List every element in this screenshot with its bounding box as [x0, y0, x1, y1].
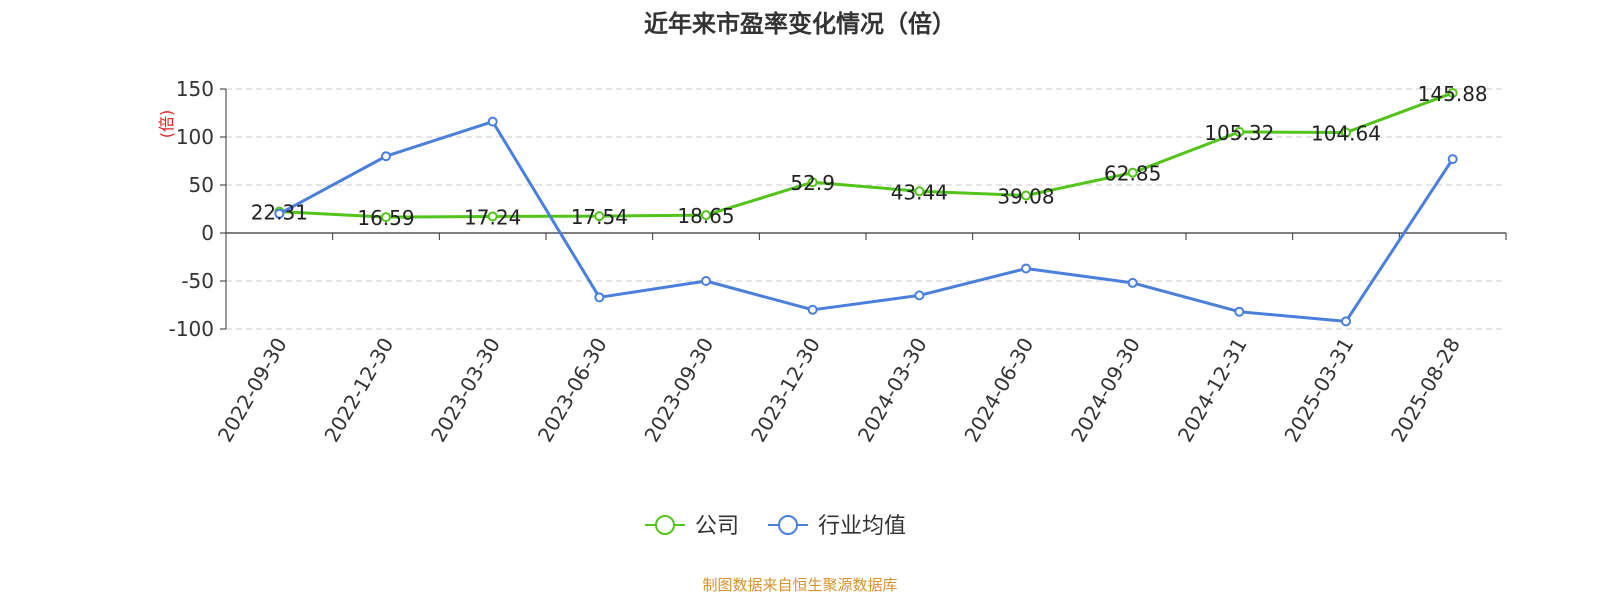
- x-tick-label: 2025-03-31: [1279, 334, 1358, 447]
- series-lines: [274, 87, 1458, 327]
- y-axis-unit: (倍): [157, 110, 176, 139]
- legend-label: 行业均值: [818, 514, 906, 539]
- data-point: [914, 290, 925, 301]
- chart-title: 近年来市盈率变化情况（倍）: [644, 10, 956, 38]
- x-tick-label: 2023-06-30: [533, 334, 612, 447]
- data-point: [807, 304, 818, 315]
- data-point: [1447, 154, 1458, 165]
- y-tick-label: -100: [169, 317, 214, 341]
- data-labels: 22.31 16.59 17.24 17.54 18.65 52.9 43.44 39.08 6…: [251, 82, 1488, 230]
- data-point: [381, 212, 391, 223]
- data-point: [1341, 316, 1351, 327]
- y-tick-label: 150: [176, 77, 214, 101]
- y-tick-label: 0: [201, 221, 214, 245]
- data-point: [701, 276, 711, 286]
- data-label: 22.31: [251, 201, 308, 225]
- data-label: 43.44: [891, 180, 948, 204]
- legend: 公司 行业均值: [645, 514, 906, 539]
- data-point: [594, 211, 605, 222]
- data-label: 39.08: [997, 184, 1054, 208]
- legend-marker: [778, 515, 798, 535]
- data-point: [807, 177, 818, 188]
- data-label: 62.85: [1104, 162, 1161, 186]
- data-point: [1234, 126, 1245, 137]
- x-tick-label: 2023-12-30: [746, 334, 825, 447]
- x-tick-label: 2024-09-30: [1066, 334, 1145, 447]
- data-point: [1127, 277, 1138, 288]
- x-tick-label: 2022-09-30: [213, 334, 292, 447]
- x-tick-label: 2024-06-30: [959, 334, 1038, 447]
- data-point: [701, 210, 711, 221]
- data-label: 16.59: [357, 206, 414, 230]
- data-point: [274, 208, 285, 219]
- y-tick-label: 100: [176, 125, 214, 149]
- data-point: [594, 292, 605, 303]
- data-point: [1341, 127, 1351, 138]
- x-tick-label: 2023-03-30: [426, 333, 505, 446]
- y-tick-label: -50: [181, 269, 214, 293]
- data-point: [381, 151, 391, 162]
- x-tick-label: 2023-09-30: [639, 334, 718, 447]
- data-point: [487, 211, 498, 222]
- x-tick-label: 2025-08-28: [1386, 334, 1465, 447]
- data-source-note: 制图数据来自恒生聚源数据库: [702, 576, 897, 594]
- x-tick-label: 2024-03-30: [853, 333, 932, 446]
- series-line-1: [278, 120, 1454, 323]
- legend-label: 公司: [695, 514, 739, 539]
- series-line-0: [279, 91, 1454, 219]
- data-point: [1021, 190, 1031, 201]
- grid-lines: [226, 88, 1506, 330]
- data-point: [1234, 306, 1245, 317]
- data-label: 104.64: [1311, 122, 1381, 146]
- data-point: [1447, 87, 1458, 98]
- x-tick-label: 2024-12-31: [1173, 334, 1252, 447]
- legend-marker: [655, 515, 675, 535]
- y-tick-label: 50: [189, 173, 214, 197]
- data-label: 17.54: [571, 205, 628, 229]
- data-label: 105.32: [1204, 121, 1274, 145]
- data-point: [487, 116, 498, 127]
- data-label: 17.24: [464, 205, 521, 229]
- data-label: 52.9: [790, 171, 835, 195]
- data-label: 18.65: [677, 204, 734, 228]
- data-point: [914, 186, 925, 197]
- data-point: [1127, 167, 1138, 178]
- data-label: 145.88: [1418, 82, 1488, 106]
- data-point: [1021, 263, 1031, 274]
- x-tick-label: 2022-12-30: [319, 334, 398, 447]
